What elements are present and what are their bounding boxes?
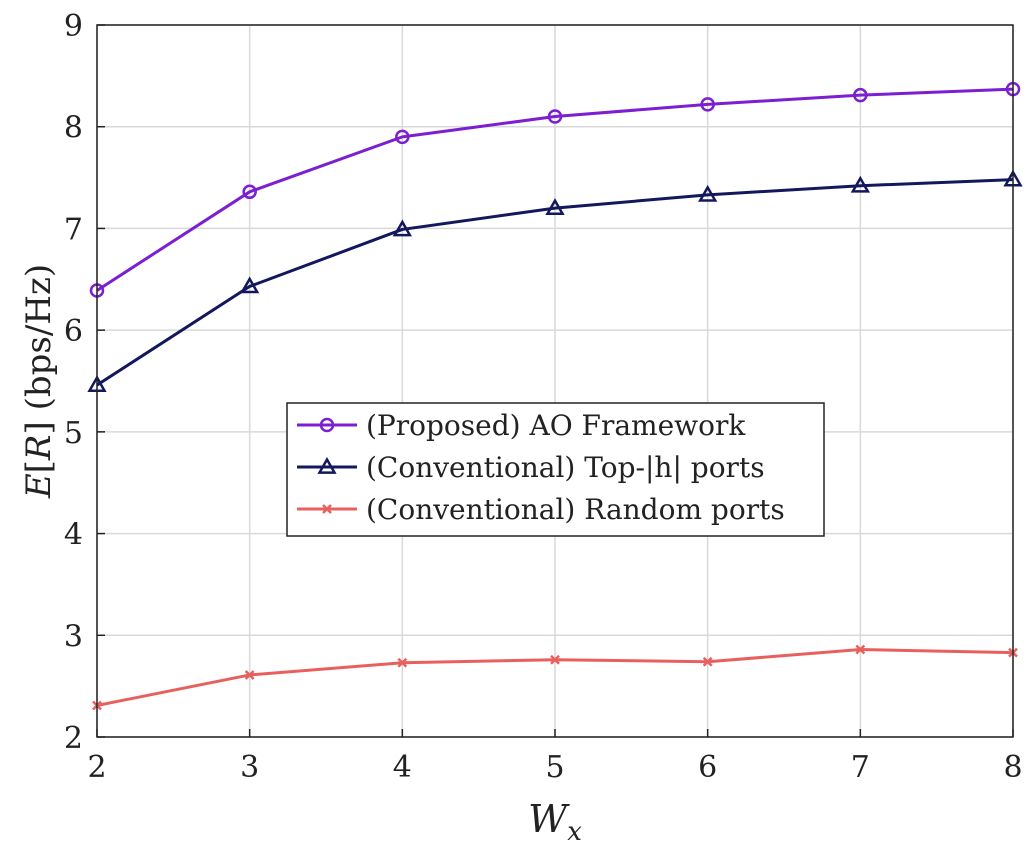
- series-3-point: [702, 656, 713, 667]
- series-3-point: [397, 657, 408, 668]
- legend-entry-1-label: (Proposed) AO Framework: [366, 409, 746, 442]
- series-1-point: [547, 109, 563, 124]
- series-2-point: [392, 219, 412, 237]
- series-2-point: [850, 175, 870, 193]
- x-tick-label: 4: [393, 750, 412, 785]
- series-layer: [87, 81, 1023, 711]
- y-tick-label: 5: [64, 416, 83, 451]
- series-2-point: [698, 184, 718, 202]
- grid: [96, 24, 1014, 738]
- legend-entry-2: (Conventional) Top-|h| ports: [297, 451, 765, 484]
- y-tick-label: 9: [64, 9, 83, 44]
- series-1: [89, 81, 1021, 298]
- series-2-line: [96, 178, 1014, 387]
- y-tick-label: 7: [64, 212, 83, 247]
- series-3-point: [550, 654, 560, 665]
- series-1-point: [853, 87, 868, 103]
- legend-entry-2-point: [317, 456, 337, 474]
- x-tick-label: 5: [545, 750, 564, 785]
- series-1-line: [96, 87, 1014, 292]
- legend: (Proposed) AO Framework (Conventional) To…: [286, 402, 825, 537]
- legend-entry-3-point: [322, 504, 332, 514]
- legend-entry-1-point: [319, 417, 335, 433]
- series-1-point: [395, 129, 410, 145]
- y-tick-label: 3: [64, 619, 83, 654]
- x-tick-label: 2: [87, 750, 106, 785]
- y-axis-label: E[R] (bps/Hz): [19, 264, 59, 499]
- tick-labels: 2 3 4 5 6 7 8 2 3 4 5 6 7 8 9: [64, 9, 1023, 785]
- series-2-point: [240, 276, 260, 294]
- series-2: [87, 169, 1023, 392]
- x-tick-label: 6: [698, 750, 717, 785]
- series-1-point: [700, 97, 715, 112]
- series-1-point: [242, 184, 257, 200]
- x-tick-label: 3: [240, 750, 259, 785]
- y-tick-label: 2: [64, 721, 83, 756]
- x-tick-label: 8: [1003, 750, 1022, 785]
- series-3-point: [855, 644, 866, 655]
- x-axis-label: Wx: [528, 797, 582, 846]
- y-tick-label: 8: [64, 111, 83, 146]
- y-tick-label: 4: [64, 518, 83, 553]
- legend-entry-3: (Conventional) Random ports: [297, 493, 785, 526]
- y-tick-label: 6: [64, 314, 83, 349]
- legend-entry-1: (Proposed) AO Framework: [297, 409, 746, 442]
- x-tick-label: 7: [851, 750, 870, 785]
- legend-items: (Proposed) AO Framework (Conventional) To…: [297, 409, 785, 526]
- series-2-point: [545, 198, 565, 215]
- legend-entry-2-label: (Conventional) Top-|h| ports: [366, 451, 765, 484]
- legend-box: [286, 402, 825, 537]
- series-3-point: [244, 670, 255, 680]
- legend-entry-3-label: (Conventional) Random ports: [366, 493, 785, 526]
